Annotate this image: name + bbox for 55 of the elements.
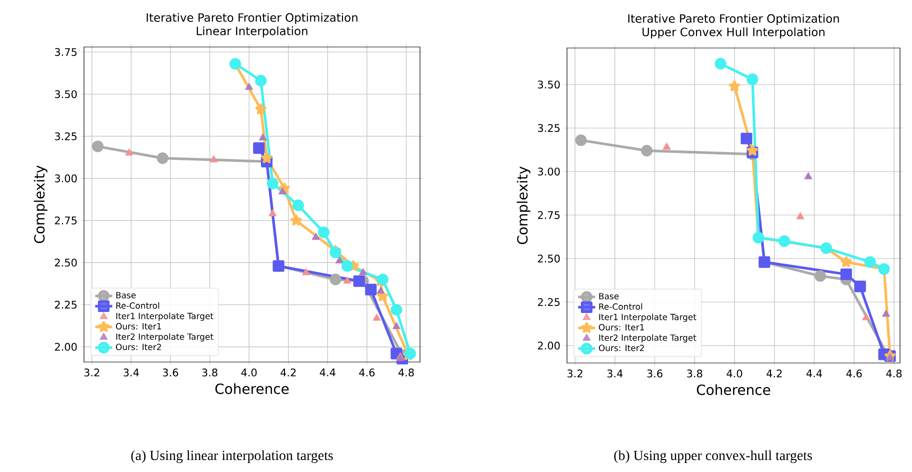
legend-label: Ours: Iter1 — [598, 324, 644, 330]
legend-label: Base — [116, 292, 136, 298]
x-tick-label: 4.4 — [806, 370, 822, 378]
legend-label: Re-Control — [599, 303, 642, 310]
y-axis-title: Complexity — [516, 166, 530, 244]
x-tick-label: 3.8 — [202, 368, 218, 376]
text: (b) Using upper convex-hull targets — [614, 450, 812, 464]
y-tick-label: 3.25 — [54, 132, 77, 140]
legend-label: Ours: Iter1 — [116, 323, 161, 330]
y-tick-label: 3.00 — [538, 168, 560, 176]
x-tick-label: 4.6 — [359, 368, 375, 376]
chart-subtitle: Upper Convex Hull Interpolation — [642, 27, 824, 38]
y-tick-label: 3.75 — [54, 48, 77, 56]
y-tick-label: 3.25 — [538, 124, 560, 132]
chart-subtitle: Linear Interpolation — [196, 26, 308, 38]
y-tick-label: 2.25 — [538, 298, 560, 306]
y-tick-label: 2.00 — [54, 342, 77, 351]
legend-label: Iter2 Interpolate Target — [599, 334, 696, 343]
x-tick-label: 3.2 — [84, 368, 100, 376]
y-tick-label: 2.25 — [54, 300, 77, 309]
legend-label: Base — [599, 293, 619, 300]
y-tick-label: 3.50 — [54, 90, 77, 98]
x-tick-label: 4.2 — [766, 370, 782, 378]
y-axis-title: Complexity — [34, 166, 48, 244]
legend-label: Ours: Iter2 — [598, 344, 644, 352]
x-axis-title: Coherence — [215, 383, 289, 394]
x-tick-label: 4.8 — [398, 368, 414, 376]
legend-label: Iter1 Interpolate Target — [599, 314, 696, 322]
legend-label: Iter2 Interpolate Target — [116, 333, 214, 342]
y-tick-label: 2.75 — [538, 211, 560, 220]
y-tick-label: 2.50 — [538, 254, 560, 263]
x-tick-label: 4.8 — [886, 370, 902, 378]
x-axis-title: Coherence — [696, 384, 770, 396]
x-tick-label: 4.0 — [726, 370, 742, 378]
x-tick-label: 4.2 — [280, 368, 296, 376]
x-tick-label: 3.4 — [124, 368, 139, 376]
legend-label: Ours: Iter2 — [116, 344, 161, 350]
x-tick-label: 4.0 — [241, 368, 257, 376]
y-tick-label: 3.00 — [54, 174, 77, 182]
y-tick-label: 2.75 — [54, 216, 77, 224]
y-tick-label: 3.50 — [538, 80, 560, 88]
x-tick-label: 4.6 — [846, 370, 862, 378]
x-tick-label: 3.8 — [687, 370, 702, 378]
x-tick-label: 4.4 — [320, 368, 336, 376]
chart-title: Iterative Pareto Frontier Optimization — [628, 14, 839, 26]
x-tick-label: 3.4 — [607, 370, 623, 378]
x-tick-label: 3.2 — [567, 370, 582, 378]
x-tick-label: 3.6 — [647, 370, 662, 378]
legend-label: Iter1 Interpolate Target — [116, 312, 214, 321]
y-tick-label: 2.50 — [54, 258, 77, 267]
y-tick-label: 2.00 — [538, 342, 560, 350]
legend-label: Re-Control — [116, 302, 160, 309]
x-tick-label: 3.6 — [162, 368, 178, 376]
text: (a) Using linear interpolation targets — [131, 450, 333, 464]
chart-title: Iterative Pareto Frontier Optimization — [146, 12, 358, 24]
